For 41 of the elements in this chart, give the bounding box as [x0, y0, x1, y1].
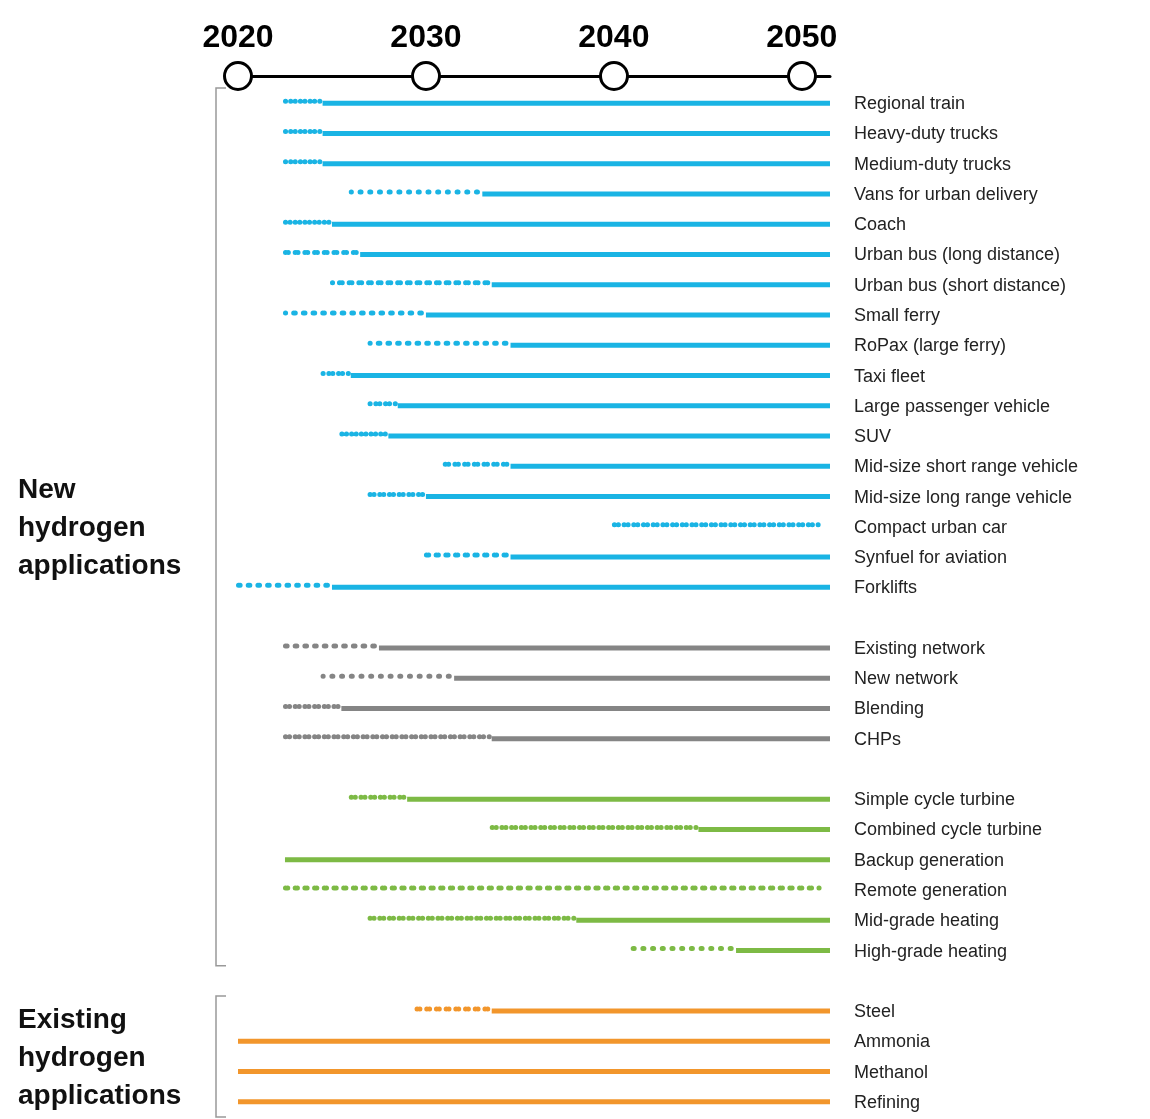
y-tick-label: Compact urban car	[854, 516, 1008, 537]
x-tick-label: 2020	[202, 18, 274, 54]
x-tick-label: 2050	[766, 18, 838, 54]
y-tick-label: Simple cycle turbine	[854, 789, 1016, 810]
y-tick-label: Forklifts	[854, 577, 917, 598]
bar	[284, 857, 830, 863]
y-tick-label: SUV	[854, 426, 892, 447]
bar	[238, 1099, 830, 1105]
bar	[238, 1038, 830, 1044]
y-tick-label: Vans for urban delivery	[854, 183, 1038, 204]
y-tick-label: RoPax (large ferry)	[854, 335, 1007, 356]
y-tick-label: Taxi fleet	[854, 365, 926, 386]
y-tick-label: Small ferry	[854, 304, 941, 325]
y-tick-label: Urban bus (short distance)	[854, 274, 1067, 295]
y-tick-label: Mid-size long range vehicle	[854, 486, 1073, 507]
y-tick-label: Urban bus (long distance)	[854, 244, 1061, 265]
y-tick-label: Steel	[854, 1001, 896, 1022]
y-tick-label: Mid-size short range vehicle	[854, 456, 1079, 477]
y-tick-label: Mid-grade heating	[854, 910, 1000, 931]
y-tick-label: Blending	[854, 698, 925, 719]
y-tick-label: High-grade heating	[854, 940, 1008, 961]
y-tick-label: Heavy-duty trucks	[854, 123, 999, 144]
y-tick-label: CHPs	[854, 728, 902, 749]
y-tick-label: Coach	[854, 214, 907, 235]
text: New hydrogen applications	[18, 473, 182, 581]
y-tick-label: Large passenger vehicle	[854, 395, 1051, 416]
y-tick-label: Remote generation	[854, 880, 1008, 901]
y-tick-label: Ammonia	[854, 1031, 932, 1052]
y-tick-label: Medium-duty trucks	[854, 153, 1012, 174]
bar	[238, 1069, 830, 1075]
y-tick-label: Regional train	[854, 93, 966, 114]
y-tick-label: Backup generation	[854, 849, 1005, 870]
y-tick-label: New network	[854, 668, 960, 689]
y-tick-label: Existing network	[854, 637, 987, 658]
x-tick-label: 2030	[390, 18, 462, 54]
y-tick-label: Refining	[854, 1091, 921, 1112]
text: Existing hydrogen applications	[18, 1002, 182, 1110]
y-tick-label: Synfuel for aviation	[854, 547, 1008, 568]
y-tick-label: Methanol	[854, 1061, 929, 1082]
y-tick-label: Combined cycle turbine	[854, 819, 1043, 840]
x-tick-label: 2040	[578, 18, 650, 54]
